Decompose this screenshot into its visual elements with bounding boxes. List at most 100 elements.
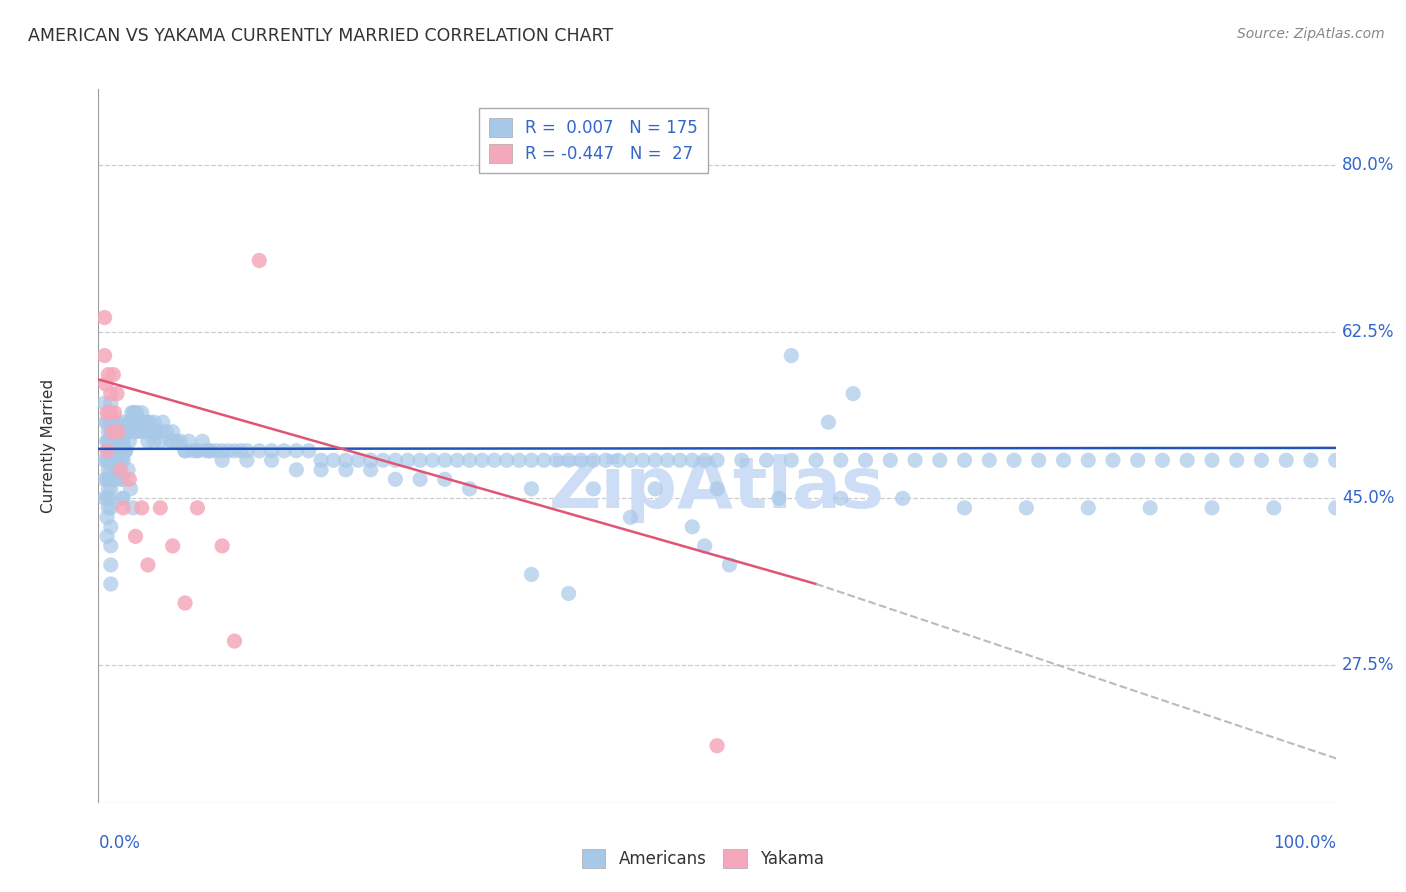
Point (103, 463, 125, 477)
Text: Currently Married: Currently Married (41, 379, 56, 513)
Point (96, 453, 118, 467)
Point (1201, 453, 1223, 467)
Point (114, 443, 136, 458)
Point (830, 453, 852, 467)
Point (181, 443, 204, 458)
Point (112, 425, 135, 439)
Point (298, 443, 321, 458)
Point (152, 415, 174, 429)
Point (1275, 453, 1298, 467)
Point (108, 453, 131, 467)
Point (842, 386, 865, 401)
Point (100, 425, 122, 439)
Point (96, 406, 118, 420)
Point (104, 472, 127, 486)
Point (132, 415, 155, 429)
Point (112, 443, 135, 458)
Point (100, 443, 122, 458)
Point (93, 310, 115, 325)
Point (103, 368, 125, 382)
Point (124, 425, 146, 439)
Point (111, 491, 134, 506)
Text: 27.5%: 27.5% (1341, 656, 1395, 673)
Point (384, 472, 406, 486)
Point (118, 472, 141, 486)
Point (101, 425, 124, 439)
Point (347, 453, 370, 467)
Point (112, 434, 135, 449)
Point (103, 434, 125, 449)
Point (177, 434, 200, 449)
Point (1077, 500, 1099, 515)
Point (100, 558, 122, 572)
Point (120, 415, 142, 429)
Point (953, 500, 976, 515)
Point (131, 500, 153, 515)
Point (162, 434, 184, 449)
Point (105, 415, 128, 429)
Point (471, 453, 494, 467)
Point (96, 434, 118, 449)
Point (360, 463, 382, 477)
Point (1015, 500, 1038, 515)
Point (174, 443, 197, 458)
Point (162, 425, 184, 439)
Point (103, 472, 125, 486)
Point (107, 434, 129, 449)
Point (458, 453, 481, 467)
Point (98, 491, 121, 506)
Point (93, 396, 115, 410)
Point (595, 453, 617, 467)
Point (229, 443, 252, 458)
Point (128, 415, 150, 429)
Point (129, 415, 152, 429)
Point (273, 443, 295, 458)
Point (891, 491, 914, 506)
Point (165, 434, 187, 449)
Point (631, 453, 654, 467)
Point (718, 558, 741, 572)
Point (247, 443, 270, 458)
Point (138, 415, 160, 429)
Point (371, 453, 394, 467)
Point (706, 482, 728, 496)
Point (191, 434, 214, 449)
Text: AMERICAN VS YAKAMA CURRENTLY MARRIED CORRELATION CHART: AMERICAN VS YAKAMA CURRENTLY MARRIED COR… (28, 27, 613, 45)
Point (495, 453, 517, 467)
Point (186, 443, 208, 458)
Point (97, 500, 120, 515)
Point (110, 425, 132, 439)
Point (1002, 453, 1025, 467)
Point (112, 425, 135, 439)
Point (131, 425, 153, 439)
Point (98, 472, 121, 486)
Point (928, 453, 950, 467)
Point (384, 453, 406, 467)
Point (1077, 453, 1099, 467)
Point (186, 500, 208, 515)
Point (335, 453, 357, 467)
Point (669, 453, 692, 467)
Point (520, 567, 543, 582)
Point (100, 396, 122, 410)
Point (136, 558, 159, 572)
Point (520, 482, 543, 496)
Point (143, 415, 166, 429)
Point (855, 453, 877, 467)
Point (657, 453, 679, 467)
Legend: Americans, Yakama: Americans, Yakama (575, 842, 831, 875)
Point (111, 453, 134, 467)
Point (582, 453, 605, 467)
Point (681, 453, 703, 467)
Point (681, 520, 703, 534)
Point (693, 453, 716, 467)
Point (979, 453, 1001, 467)
Point (118, 434, 141, 449)
Point (96, 434, 118, 449)
Point (93, 472, 115, 486)
Point (103, 406, 125, 420)
Point (110, 472, 132, 486)
Point (508, 453, 530, 467)
Point (830, 491, 852, 506)
Point (1324, 453, 1347, 467)
